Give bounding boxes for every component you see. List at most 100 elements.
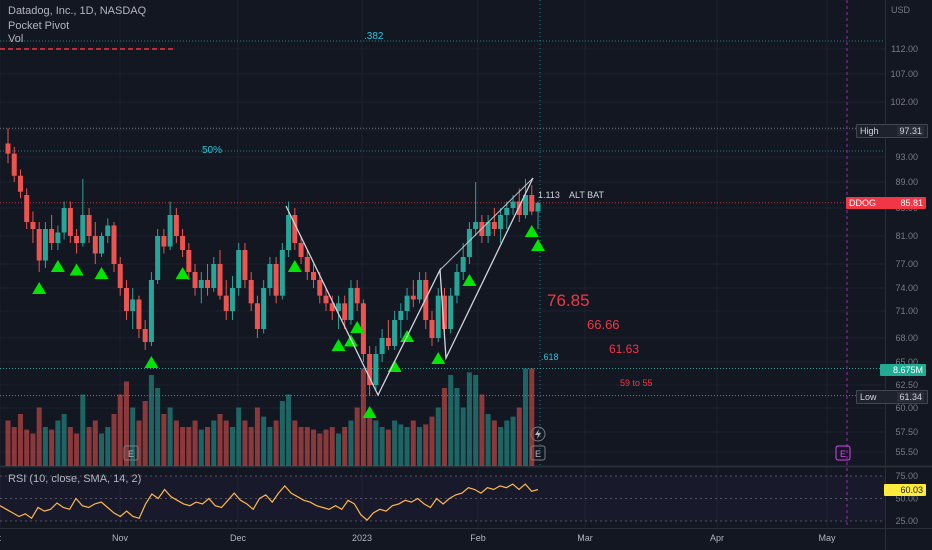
candle (111, 222, 117, 272)
candle-body (117, 264, 123, 288)
price-tick-label: 93.00 (895, 152, 918, 162)
candle-body (5, 143, 11, 154)
candle-body (335, 303, 341, 311)
price-tick-label: 81.00 (895, 231, 918, 241)
volume-bar (404, 427, 410, 466)
candle-body (385, 338, 391, 346)
volume-bar (123, 381, 129, 466)
candle-body (504, 208, 510, 215)
volume-bar (5, 420, 11, 466)
earnings-letter: E (128, 449, 134, 459)
candle-body (142, 329, 148, 342)
candle (323, 288, 329, 311)
price-tick-label: 102.00 (890, 97, 918, 107)
candle (30, 211, 36, 243)
price-tick-label: 77.00 (895, 259, 918, 269)
candle (198, 272, 204, 304)
candle (354, 280, 360, 311)
volume-bar (61, 414, 67, 466)
candle (229, 276, 235, 320)
volume-bar (161, 414, 167, 466)
candle (205, 264, 211, 296)
candle (423, 272, 429, 329)
earnings-marker: E (530, 445, 546, 461)
candle (180, 229, 186, 257)
candle-body (105, 225, 111, 236)
candle (473, 182, 479, 236)
rsi-tick-label: 75.00 (895, 471, 918, 481)
candle-body (292, 215, 298, 243)
candle-body (529, 195, 535, 212)
candle (392, 311, 398, 350)
earnings-marker-future: E (835, 445, 851, 461)
candle-body (242, 250, 248, 280)
volume-bar (155, 388, 161, 466)
price-tick-label: 112.00 (891, 44, 918, 54)
pocket-pivot-arrow-icon (431, 352, 446, 364)
candle-body (205, 280, 211, 288)
target-4-label: 59 to 55 (620, 378, 653, 388)
candle (105, 218, 111, 243)
candles (5, 128, 541, 397)
volume-bar (317, 433, 323, 466)
candle (360, 299, 366, 362)
candle-body (55, 232, 61, 243)
candle (24, 188, 30, 229)
candle-body (267, 264, 273, 288)
volume-bar (373, 420, 379, 466)
candle (466, 222, 472, 264)
volume-bar (417, 427, 423, 466)
pocket-pivot-arrow-icon (287, 260, 302, 272)
volume-bar (286, 394, 292, 466)
candle-body (523, 195, 529, 215)
volume-bar (24, 429, 30, 466)
volume-bar (304, 427, 310, 466)
time-tick-label: May (818, 533, 836, 543)
candle (74, 229, 80, 254)
rsi-legend[interactable]: RSI (10, close, SMA, 14, 2) (8, 473, 142, 485)
pocket-pivot-arrow-icon (50, 260, 65, 272)
candle-body (49, 229, 55, 243)
volume-bar (311, 429, 317, 466)
pocket-pivot-arrow-icon (531, 239, 545, 251)
volume-bar (342, 427, 348, 466)
candle-body (161, 236, 167, 247)
candle (529, 185, 535, 215)
pocket-pivot-legend[interactable]: Pocket Pivot (8, 20, 70, 32)
volume-legend[interactable]: Vol (8, 33, 24, 45)
volume-bar (30, 433, 36, 466)
volume-bar (335, 433, 341, 466)
volume-bar (186, 427, 192, 466)
candle (498, 208, 504, 243)
candle (5, 128, 11, 164)
volume-bar (173, 420, 179, 466)
candle (80, 178, 86, 247)
candle-body (329, 303, 335, 311)
candle-body (279, 250, 285, 296)
volume-bar (279, 401, 285, 466)
price-tick-label: 71.00 (895, 306, 918, 316)
candle-body (254, 303, 260, 329)
volume-bar (529, 368, 535, 466)
volume-bar (479, 394, 485, 466)
pocket-pivot-arrow-icon (175, 267, 190, 279)
rsi-tick-label: 50.00 (895, 494, 918, 504)
candle-body (36, 229, 42, 261)
candle-body (198, 280, 204, 288)
candle (42, 222, 48, 268)
candle (292, 208, 298, 250)
candle-body (223, 295, 229, 311)
candle (236, 243, 242, 296)
candle (491, 208, 497, 236)
fib-50-label: 50% (202, 145, 223, 156)
target-3-label: 61.63 (609, 342, 640, 356)
volume-bar (192, 420, 198, 466)
volume-bar (67, 427, 73, 466)
symbol-title[interactable]: Datadog, Inc., 1D, NASDAQ (8, 5, 147, 17)
candle-body (167, 215, 173, 247)
price-tick-label: 55.50 (895, 447, 918, 457)
candle-body (173, 215, 179, 236)
candle-body (491, 222, 497, 229)
event-marker-icon (530, 426, 546, 442)
